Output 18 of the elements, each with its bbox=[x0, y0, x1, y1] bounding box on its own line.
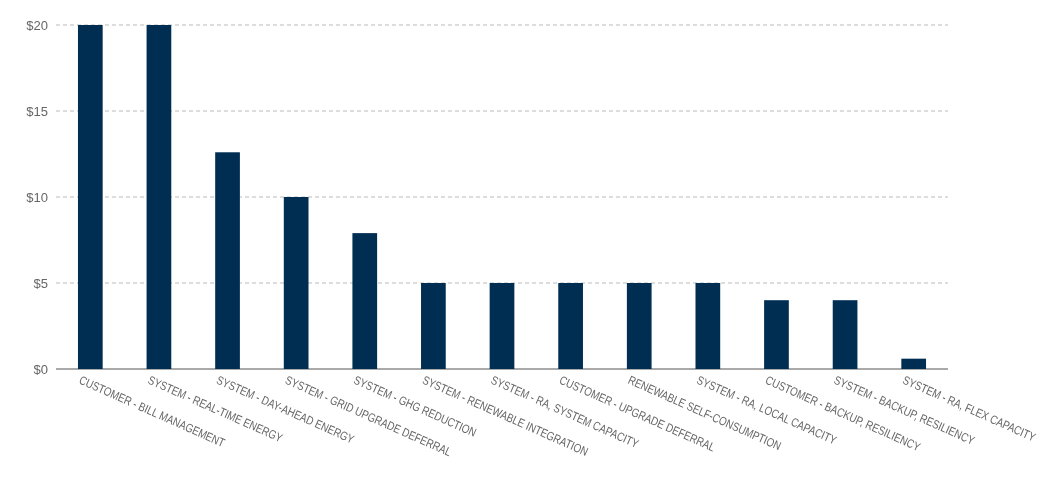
bar bbox=[421, 283, 446, 369]
bar bbox=[352, 233, 378, 369]
bar bbox=[283, 197, 309, 369]
y-tick-label: $15 bbox=[26, 103, 48, 119]
bar bbox=[215, 152, 240, 369]
y-tick-label: $20 bbox=[26, 17, 48, 33]
bar bbox=[695, 283, 721, 369]
bar bbox=[626, 283, 652, 369]
bar bbox=[764, 300, 789, 369]
y-tick-label: $10 bbox=[26, 189, 48, 205]
bar bbox=[558, 283, 583, 369]
bar bbox=[146, 25, 172, 369]
bar bbox=[901, 358, 927, 369]
y-tick-label: $5 bbox=[33, 275, 48, 291]
bar bbox=[77, 25, 103, 369]
bar bbox=[489, 283, 515, 369]
bar bbox=[832, 300, 858, 369]
y-tick-label: $0 bbox=[33, 361, 48, 377]
